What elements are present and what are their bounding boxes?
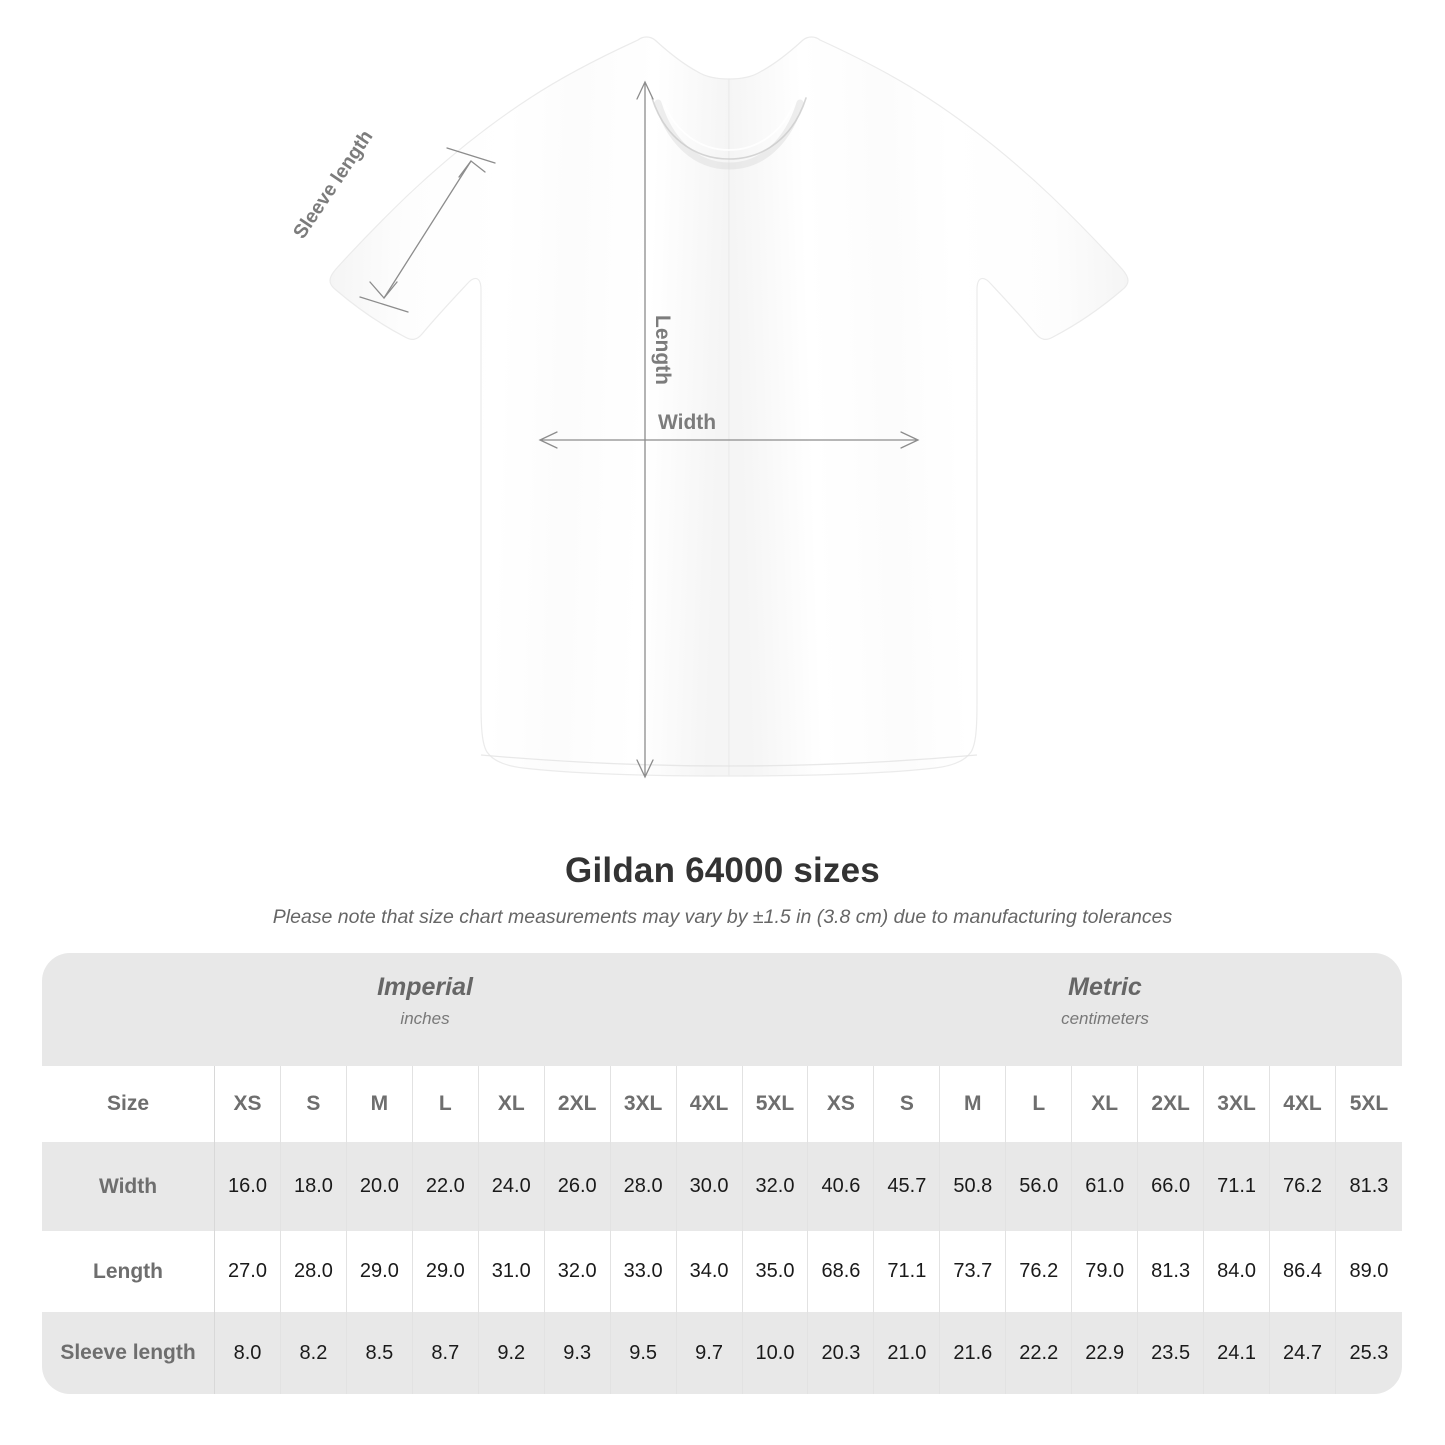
svg-text:Width: Width <box>658 411 716 434</box>
svg-text:Sleeve length: Sleeve length <box>289 126 378 243</box>
svg-text:Length: Length <box>651 315 674 385</box>
